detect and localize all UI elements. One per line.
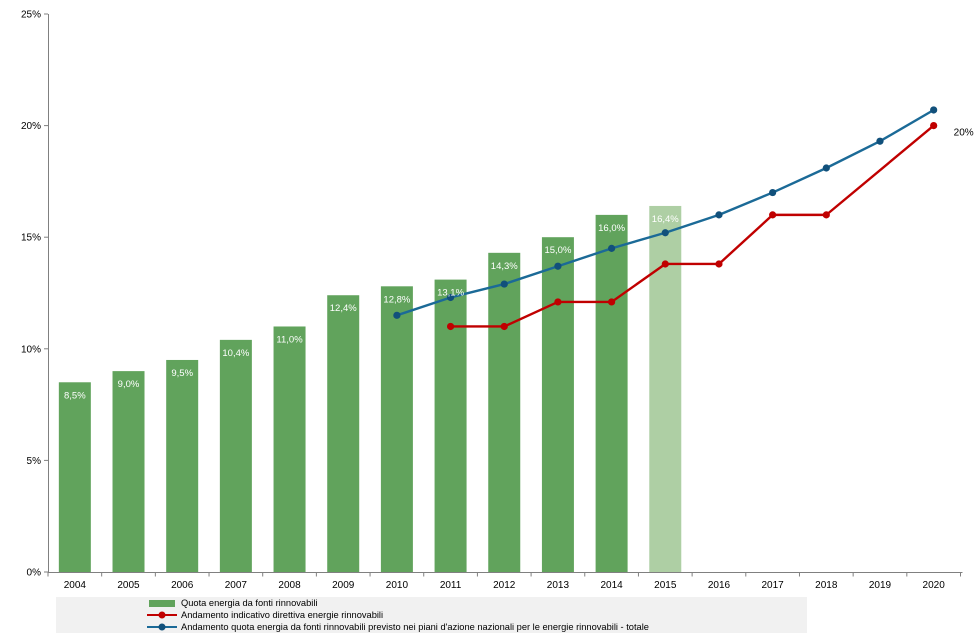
data-point-series1-2020 — [930, 122, 938, 130]
data-point-series1-2016 — [715, 260, 723, 268]
x-tick-label-2006: 2006 — [171, 580, 194, 591]
bar-2013 — [541, 237, 574, 572]
bar-label-2005: 9,0% — [118, 379, 140, 390]
legend-blue-line-swatch — [147, 623, 177, 631]
blue-marker-icon — [158, 623, 166, 631]
target-annotation: 20% — [954, 128, 974, 139]
data-point-series1-2017 — [769, 211, 777, 219]
bar-label-2010: 12,8% — [383, 294, 410, 305]
data-point-series1-2018 — [822, 211, 830, 219]
x-tick-label-2016: 2016 — [708, 580, 731, 591]
bar-2008 — [273, 326, 306, 572]
bar-label-2004: 8,5% — [64, 390, 86, 401]
x-tick-label-2014: 2014 — [600, 580, 623, 591]
red-line-swatch-icon — [147, 611, 177, 619]
legend-label-nreap: Andamento quota energia da fonti rinnova… — [181, 621, 649, 632]
bar-label-2007: 10,4% — [222, 348, 249, 359]
legend-item-directive: Andamento indicativo direttiva energie r… — [147, 610, 807, 621]
legend-item-bars: Quota energia da fonti rinnovabili — [147, 598, 807, 609]
red-marker-icon — [158, 611, 166, 619]
data-point-series2-2012 — [500, 280, 508, 288]
legend-red-line-swatch — [147, 611, 177, 619]
data-point-series1-2014 — [608, 298, 616, 306]
x-tick-label-2019: 2019 — [869, 580, 892, 591]
bar-label-2015: 16,4% — [652, 214, 679, 225]
x-tick-label-2008: 2008 — [278, 580, 301, 591]
data-point-series1-2013 — [554, 298, 562, 306]
legend-bar-swatch — [147, 599, 177, 607]
data-point-series2-2013 — [554, 262, 562, 270]
x-tick-label-2015: 2015 — [654, 580, 677, 591]
x-tick-label-2017: 2017 — [762, 580, 785, 591]
legend: Quota energia da fonti rinnovabili Andam… — [56, 597, 807, 633]
x-tick-label-2013: 2013 — [547, 580, 570, 591]
x-tick-label-2018: 2018 — [815, 580, 838, 591]
data-point-series2-2018 — [822, 164, 830, 172]
x-tick-label-2007: 2007 — [225, 580, 248, 591]
x-tick-label-2020: 2020 — [923, 580, 946, 591]
data-point-series2-2020 — [930, 106, 938, 114]
data-point-series2-2015 — [661, 229, 669, 237]
bar-label-2012: 14,3% — [491, 261, 518, 272]
data-point-series1-2011 — [446, 322, 455, 331]
bar-2012 — [488, 252, 521, 572]
bar-label-2011: 13,1% — [437, 288, 464, 299]
legend-label-directive: Andamento indicativo direttiva energie r… — [181, 609, 384, 620]
y-tick-label: 0% — [27, 568, 42, 579]
bar-label-2009: 12,4% — [330, 303, 357, 314]
bar-2007 — [219, 339, 252, 572]
bar-2006 — [166, 359, 199, 572]
data-point-series2-2017 — [769, 188, 777, 197]
data-point-series2-2011 — [446, 293, 455, 302]
bar-2004 — [58, 382, 91, 572]
x-tick-label-2009: 2009 — [332, 580, 355, 591]
data-point-series2-2016 — [715, 211, 723, 219]
y-tick-label: 25% — [21, 10, 41, 21]
y-tick-label: 5% — [27, 456, 42, 467]
bar-2009 — [327, 295, 360, 572]
data-point-series2-2019 — [876, 137, 884, 145]
bar-label-2013: 15,0% — [544, 245, 571, 256]
x-tick-label-2012: 2012 — [493, 580, 516, 591]
bar-2005 — [112, 371, 145, 572]
bar-2010 — [380, 286, 413, 572]
y-tick-label: 20% — [21, 121, 41, 132]
data-point-series2-2010 — [393, 311, 401, 319]
data-point-series1-2015 — [661, 260, 669, 268]
blue-line-swatch-icon — [147, 623, 177, 631]
x-tick-label-2005: 2005 — [117, 580, 140, 591]
bar-label-2014: 16,0% — [598, 223, 625, 234]
x-tick-label-2004: 2004 — [64, 580, 87, 591]
legend-label-bars: Quota energia da fonti rinnovabili — [181, 597, 318, 608]
y-tick-label: 10% — [21, 344, 41, 355]
data-point-series1-2012 — [500, 322, 508, 331]
x-tick-label-2011: 2011 — [440, 580, 462, 591]
line-series-1 — [449, 124, 935, 328]
bar-2014 — [595, 214, 628, 572]
y-tick-label: 15% — [21, 233, 41, 244]
x-tick-label-2010: 2010 — [386, 580, 409, 591]
bar-label-2008: 11,0% — [276, 334, 303, 345]
legend-item-nreap: Andamento quota energia da fonti rinnova… — [147, 622, 807, 633]
bar-label-2006: 9,5% — [171, 368, 193, 379]
data-point-series2-2014 — [608, 244, 616, 252]
green-bar-swatch-icon — [149, 599, 175, 607]
